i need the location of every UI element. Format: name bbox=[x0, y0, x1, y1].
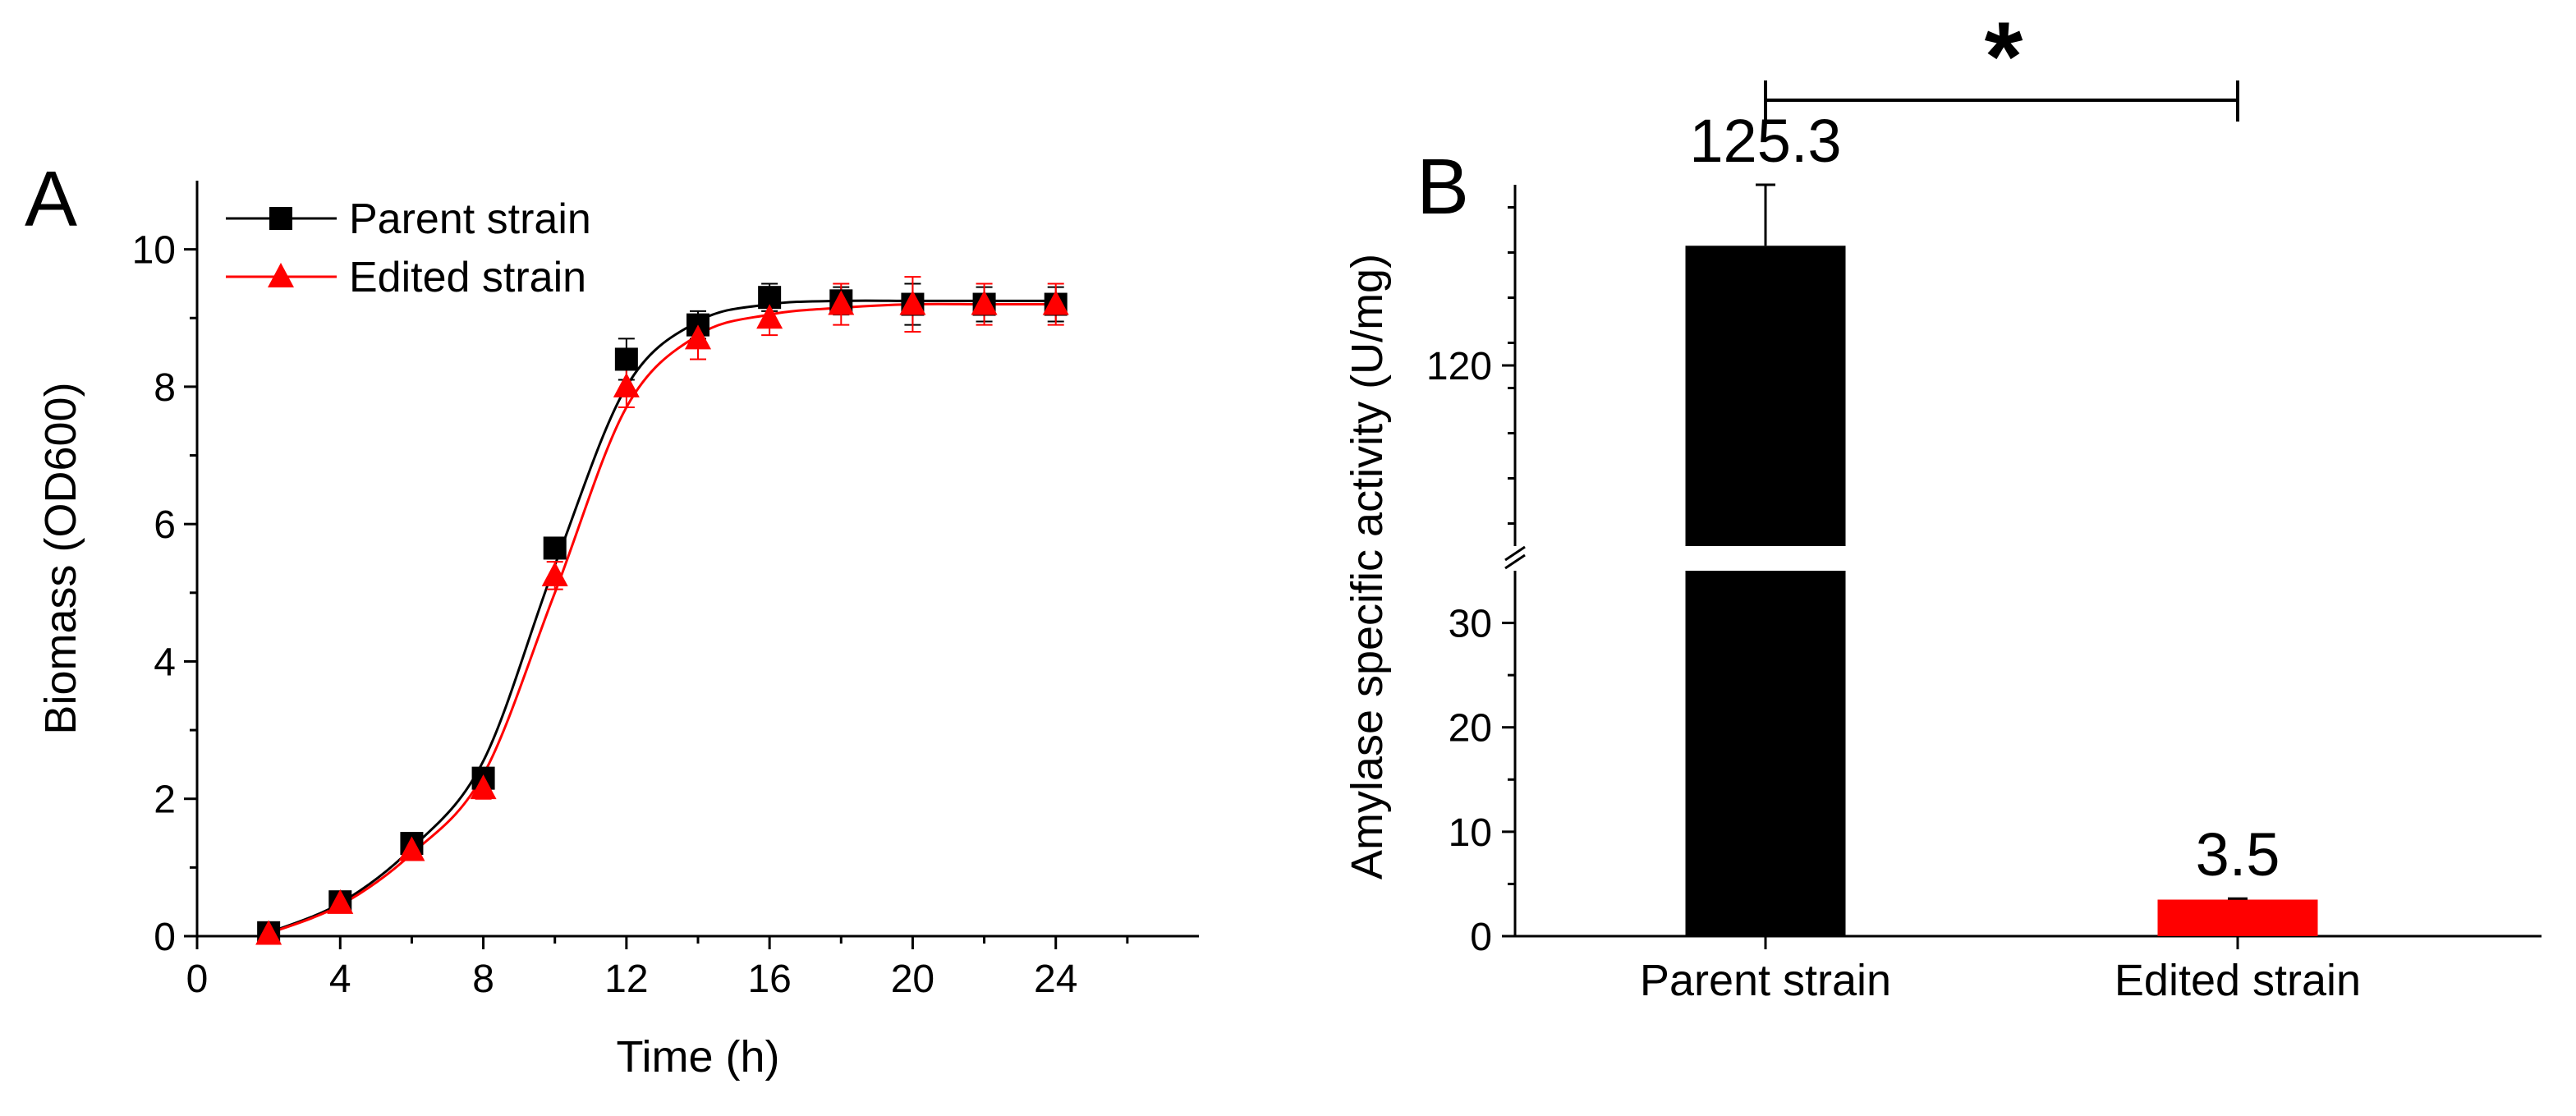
data-point-parent bbox=[543, 536, 567, 560]
y-tick-label-a: 8 bbox=[154, 366, 176, 410]
category-labels: Parent strain Edited strain bbox=[1640, 956, 2361, 1005]
bar-parent-lower bbox=[1685, 571, 1846, 936]
y-tick-label-b: 30 bbox=[1449, 603, 1492, 646]
significance-bracket: * bbox=[1764, 2, 2239, 122]
data-point-edited bbox=[1042, 290, 1069, 315]
x-tick-label-a: 8 bbox=[472, 958, 494, 1001]
data-point-edited bbox=[899, 290, 926, 315]
category-label-parent: Parent strain bbox=[1640, 956, 1891, 1005]
y-tick-label-b: 20 bbox=[1449, 707, 1492, 751]
category-label-edited: Edited strain bbox=[2115, 956, 2361, 1005]
y-tick-label-b: 0 bbox=[1470, 916, 1492, 959]
y-ticks-b: 0 10 20 30 120 bbox=[1426, 206, 1515, 959]
data-point-edited bbox=[541, 561, 568, 586]
bars bbox=[1685, 183, 2318, 949]
data-point-edited bbox=[470, 774, 497, 800]
legend-label-parent: Parent strain bbox=[349, 195, 591, 243]
x-tick-label-a: 0 bbox=[186, 958, 209, 1001]
legend-item-edited: Edited strain bbox=[226, 254, 586, 301]
data-point-edited bbox=[398, 836, 425, 861]
y-axis-label-b: Amylase specific activity (U/mg) bbox=[1343, 254, 1392, 879]
fit-curve-edited bbox=[268, 302, 1056, 935]
x-tick-label-a: 20 bbox=[891, 958, 934, 1001]
bar-edited bbox=[2157, 899, 2318, 936]
significance-star: * bbox=[1985, 2, 2023, 112]
x-tick-label-a: 4 bbox=[329, 958, 351, 1001]
legend-item-parent: Parent strain bbox=[226, 195, 591, 243]
value-labels: 125.33.5 bbox=[1689, 107, 2280, 889]
y-tick-label-a: 10 bbox=[132, 229, 176, 273]
x-tick-label-a: 24 bbox=[1034, 958, 1077, 1001]
panel-a-letter: A bbox=[25, 155, 77, 243]
error-bars-a bbox=[260, 276, 1064, 939]
legend-marker-edited bbox=[268, 263, 294, 287]
data-point-edited bbox=[971, 290, 998, 315]
fit-curves bbox=[268, 299, 1056, 935]
value-label-edited: 3.5 bbox=[2196, 820, 2280, 889]
y-tick-label-b: 120 bbox=[1426, 345, 1492, 388]
legend-marker-parent bbox=[269, 207, 292, 230]
data-point-edited bbox=[756, 304, 783, 329]
y-tick-label-a: 2 bbox=[154, 778, 176, 822]
x-ticks-a: 0 4 8 12 16 20 24 bbox=[186, 936, 1129, 1001]
y-tick-label-b: 10 bbox=[1449, 811, 1492, 855]
x-tick-label-a: 16 bbox=[747, 958, 791, 1001]
bar-parent-upper bbox=[1685, 246, 1846, 546]
x-tick-label-a: 12 bbox=[604, 958, 648, 1001]
data-point-edited bbox=[685, 324, 711, 350]
y-tick-label-a: 0 bbox=[154, 916, 176, 959]
fit-curve-parent bbox=[268, 299, 1056, 935]
data-point-edited bbox=[327, 889, 354, 914]
data-point-edited bbox=[828, 290, 855, 315]
legend-label-edited: Edited strain bbox=[349, 254, 586, 301]
y-tick-label-a: 6 bbox=[154, 503, 176, 547]
y-axis-label-a: Biomass (OD600) bbox=[36, 382, 85, 734]
legend: Parent strain Edited strain bbox=[226, 195, 591, 301]
data-point-parent bbox=[614, 347, 638, 371]
data-point-edited bbox=[255, 920, 282, 945]
panel-b-letter: B bbox=[1417, 143, 1469, 231]
y-tick-label-a: 4 bbox=[154, 641, 176, 684]
data-point-edited bbox=[613, 372, 640, 397]
y-ticks-a: 0 2 4 6 8 10 bbox=[132, 229, 197, 959]
x-axis-label-a: Time (h) bbox=[617, 1032, 780, 1082]
data-points bbox=[255, 286, 1069, 945]
axis-break-mark bbox=[1504, 545, 1526, 570]
